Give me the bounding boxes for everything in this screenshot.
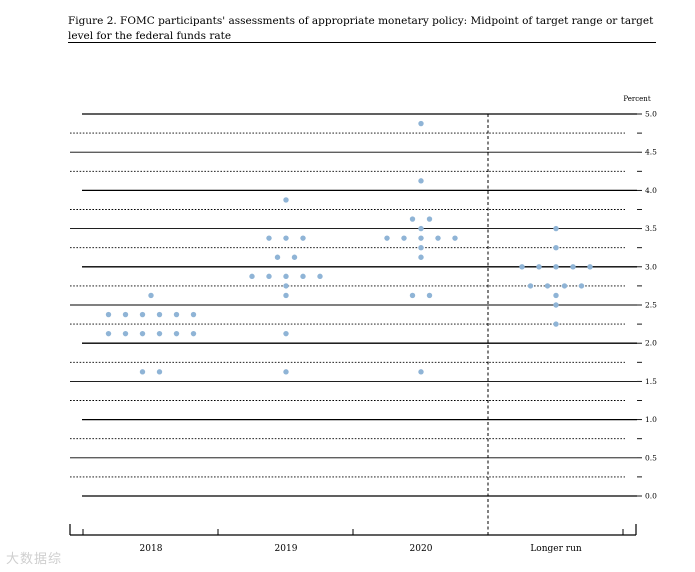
dot-point [570,264,576,270]
dot-point [553,225,559,232]
dot-point [291,254,298,260]
y-tick-label: 2.0 [645,339,657,348]
dot-point [578,283,585,289]
grid-lines [70,113,637,536]
dot-point [561,283,568,289]
dot-point [283,292,289,299]
dot-point [452,235,458,241]
x-category-label: 2020 [410,544,433,554]
figure-title: Figure 2. FOMC participants' assessments… [68,15,654,42]
dot-point [274,254,281,260]
dot-point [519,264,525,270]
dot-point [190,311,197,318]
y-tick-label: 2.5 [645,301,657,310]
y-tick-label: 5.0 [645,110,657,119]
x-category-label: 2018 [140,544,163,554]
dot-point [156,330,163,337]
x-category-label: 2019 [275,544,298,554]
dot-point [283,197,289,203]
dot-point [283,330,289,337]
dot-point [148,292,154,299]
dot-point [418,235,424,241]
dot-point [283,273,289,280]
dot-point [139,330,146,337]
dot-point [173,330,180,337]
dot-point [139,311,146,318]
dot-point [300,273,306,280]
y-tick-label: 3.5 [645,224,657,233]
dot-point [553,264,559,270]
dot-point [105,311,112,318]
dot-point [122,311,129,318]
x-axis: 2018 2019 2020 Longer run [69,524,637,554]
y-axis-ticks: 0.0 0.5 1.0 1.5 2.0 2.5 3.0 3.5 4.0 4.5 5.0 [637,110,657,501]
dot-point [409,292,416,299]
dot-point [553,302,559,308]
dot-point [401,235,407,241]
dot-point [553,321,559,327]
dot-point [122,330,129,337]
y-tick-label: 3.0 [645,262,657,271]
y-tick-label: 0.0 [645,492,657,501]
dot-point [418,120,424,127]
dot-point [426,292,433,299]
y-tick-label: 4.5 [645,148,657,157]
dot-point [418,254,424,260]
dot-point [418,245,424,251]
dot-point [300,235,306,241]
dot-point [384,235,390,241]
dot-point [266,235,272,241]
dot-point [139,369,146,375]
dot-point [544,283,551,289]
dot-point [536,264,542,270]
dot-point [418,225,424,232]
dot-point [173,311,180,318]
title-rule [68,42,656,43]
dot-point [317,273,323,280]
y-tick-label: 1.5 [645,377,657,386]
dot-point [418,369,424,375]
dot-point [105,330,112,337]
dot-point [190,330,197,337]
y-tick-label: 4.0 [645,186,657,195]
dots [105,120,593,375]
dot-point [283,235,289,241]
dot-point [249,273,255,280]
dot-point [409,216,416,222]
dot-point [418,178,424,184]
dot-point [283,369,289,375]
dot-point [426,216,433,222]
dot-point [435,235,441,241]
x-category-label: Longer run [530,544,582,554]
dot-point [156,369,163,375]
dot-point [266,273,272,280]
dot-point [553,292,559,299]
watermark: 大数据综 [6,552,63,567]
dot-point [587,264,593,270]
dot-point [527,283,534,289]
dot-point [283,283,289,289]
y-tick-label: 1.0 [645,415,657,424]
unit-label: Percent [623,95,650,103]
dot-point [553,245,559,251]
dot-point [156,311,163,318]
y-tick-label: 0.5 [645,453,657,462]
